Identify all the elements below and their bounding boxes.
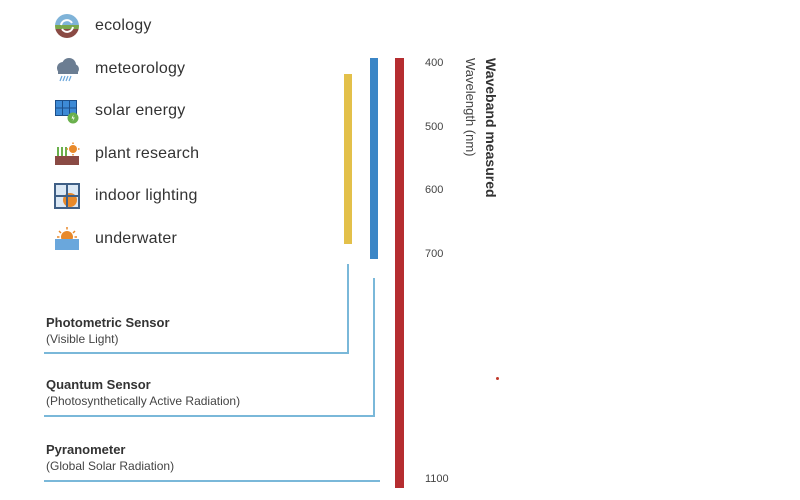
photometric-connector-vertical (347, 264, 349, 353)
sun-water-icon (54, 226, 80, 252)
application-label: solar energy (95, 102, 186, 119)
tick-400: 400 (425, 57, 444, 69)
plant-sun-icon (54, 141, 80, 167)
sensor-quantum: Quantum Sensor (Photosynthetically Activ… (46, 377, 240, 409)
application-label: indoor lighting (95, 187, 198, 204)
application-indoor-lighting: indoor lighting (54, 183, 198, 209)
pyranometer-connector-horizontal (44, 480, 380, 482)
window-sun-icon (54, 183, 80, 209)
quantum-connector-horizontal (44, 415, 375, 417)
tick-500: 500 (425, 121, 444, 133)
sensor-description: (Global Solar Radiation) (46, 459, 175, 473)
application-ecology: ecology (54, 13, 152, 39)
sensor-description: (Visible Light) (46, 332, 119, 346)
application-meteorology: meteorology (54, 56, 185, 82)
sensor-name: Quantum Sensor (46, 377, 151, 392)
red-dot-marker (496, 377, 499, 380)
tick-600: 600 (425, 184, 444, 196)
application-label: plant research (95, 145, 200, 162)
ecology-icon (54, 13, 80, 39)
application-plant-research: plant research (54, 141, 199, 167)
application-label: meteorology (95, 60, 186, 77)
application-label: ecology (95, 17, 152, 34)
axis-title: Waveband measured (483, 58, 499, 198)
sensor-name: Pyranometer (46, 442, 126, 457)
quantum-connector-vertical (373, 278, 375, 416)
sensor-name: Photometric Sensor (46, 315, 170, 330)
photometric-connector-horizontal (44, 352, 349, 354)
application-label: underwater (95, 230, 178, 247)
application-underwater: underwater (54, 226, 177, 252)
sensor-photometric: Photometric Sensor (Visible Light) (46, 315, 170, 347)
quantum-waveband-bar (370, 58, 378, 259)
tick-700: 700 (425, 248, 444, 260)
rain-cloud-icon (54, 56, 80, 82)
sensor-description: (Photosynthetically Active Radiation) (46, 394, 241, 408)
sensor-pyranometer: Pyranometer (Global Solar Radiation) (46, 442, 174, 474)
pyranometer-waveband-bar (395, 58, 404, 488)
axis-subtitle: Wavelength (nm) (463, 58, 478, 157)
solar-panel-icon (54, 98, 80, 124)
application-solar-energy: solar energy (54, 98, 185, 124)
photometric-waveband-bar (344, 74, 352, 244)
tick-1100: 1100 (425, 473, 449, 485)
